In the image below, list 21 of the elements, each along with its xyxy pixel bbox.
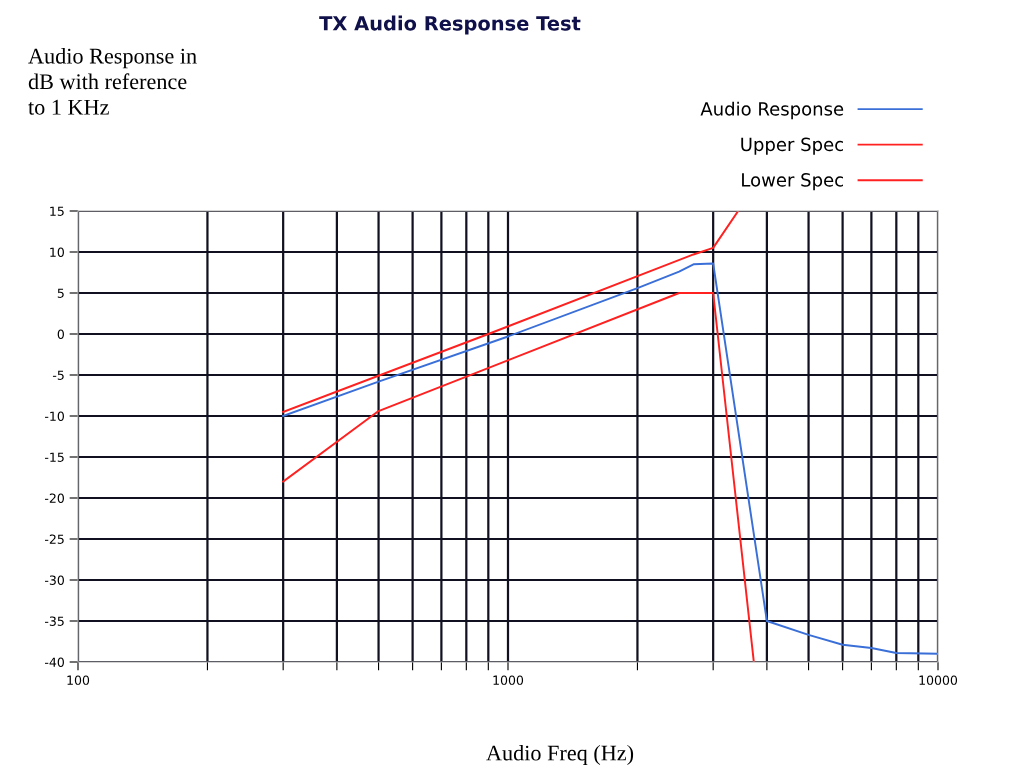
x-axis-title: Audio Freq (Hz): [486, 744, 634, 766]
x-tick-label: 1000: [493, 675, 524, 685]
legend-label: Lower Spec: [742, 173, 843, 191]
y-tick-label: -35: [45, 616, 64, 626]
y-tick-label: -25: [45, 534, 64, 544]
y-axis-title: Audio Response in dB with reference to 1 KHz: [28, 48, 197, 115]
y-tick-label: -15: [45, 452, 64, 462]
y-tick-label: -10: [45, 411, 64, 421]
x-tick-label: 10000: [919, 675, 958, 685]
y-tick-label: -5: [52, 370, 64, 380]
y-tick-label: -30: [45, 575, 64, 585]
y-tick-label: 15: [50, 206, 64, 216]
y-tick-label: 5: [57, 288, 64, 298]
x-tick-label: 100: [67, 675, 90, 685]
y-tick-label: -20: [45, 493, 64, 503]
legend-label: Audio Response: [700, 101, 844, 120]
legend-label: Upper Spec: [741, 137, 843, 155]
y-tick-label: -40: [45, 657, 64, 667]
chart-title: TX Audio Response Test: [319, 15, 581, 35]
y-tick-label: 10: [50, 247, 64, 257]
y-tick-label: 0: [57, 329, 64, 339]
